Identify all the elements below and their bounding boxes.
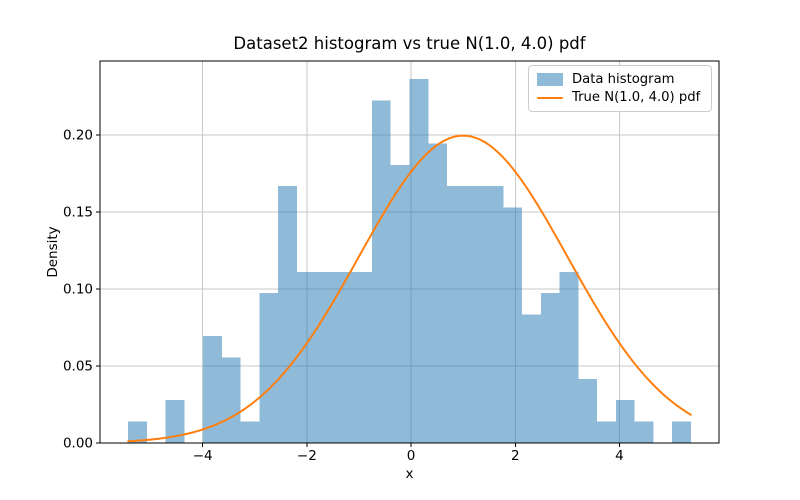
histogram-bar: [522, 314, 541, 443]
x-tick-label: 2: [511, 448, 520, 464]
histogram-bar: [259, 293, 279, 443]
y-tick-label: 0.05: [63, 358, 93, 374]
pdf-curve: [127, 134, 692, 443]
y-axis-label: Density: [45, 226, 61, 278]
chart-title: Dataset2 histogram vs true N(1.0, 4.0) p…: [233, 34, 586, 53]
histogram-bar: [334, 271, 354, 443]
histogram-bar: [371, 100, 391, 443]
histogram-bar: [559, 271, 579, 443]
histogram-bar: [221, 357, 241, 443]
histogram-bar: [465, 186, 485, 443]
y-tick-label: 0.00: [63, 436, 93, 452]
histogram-bar: [503, 207, 523, 443]
histogram-bar: [428, 143, 448, 443]
x-tick-label: −4: [193, 448, 213, 464]
histogram-bar: [278, 186, 297, 443]
axes-spines: [99, 60, 720, 444]
legend: Data histogram True N(1.0, 4.0) pdf: [528, 65, 712, 112]
histogram-bar: [315, 271, 335, 443]
histogram-bar: [353, 271, 372, 443]
histogram-bar: [409, 79, 429, 444]
histogram-bar: [203, 335, 222, 443]
histogram-swatch: [537, 72, 563, 86]
y-tick-label: 0.10: [63, 281, 93, 297]
legend-label-pdf: True N(1.0, 4.0) pdf: [572, 90, 701, 106]
y-tick-label: 0.20: [63, 127, 93, 143]
pdf-line-swatch: [537, 96, 563, 100]
x-tick-label: 0: [407, 448, 416, 464]
x-tick-label: −2: [297, 448, 317, 464]
y-tick-label: 0.15: [63, 204, 93, 220]
histogram-bar: [672, 421, 691, 443]
legend-item-histogram: Data histogram: [537, 72, 703, 87]
histogram-bar: [296, 271, 316, 443]
histogram-bar: [128, 421, 147, 443]
histogram-bar: [634, 421, 654, 443]
histogram-bar: [540, 293, 560, 443]
histogram-bar: [484, 186, 504, 443]
legend-item-pdf: True N(1.0, 4.0) pdf: [537, 90, 703, 105]
x-axis-label: x: [405, 466, 414, 482]
histogram-bar: [447, 186, 466, 443]
histogram-bar: [578, 378, 598, 443]
histogram-bar: [390, 164, 410, 443]
legend-label-histogram: Data histogram: [572, 71, 675, 87]
histogram-bar: [615, 400, 635, 443]
histogram-bar: [597, 421, 616, 443]
histogram-bar: [240, 421, 260, 443]
histogram-bar: [165, 400, 185, 443]
x-tick-label: 4: [615, 448, 624, 464]
